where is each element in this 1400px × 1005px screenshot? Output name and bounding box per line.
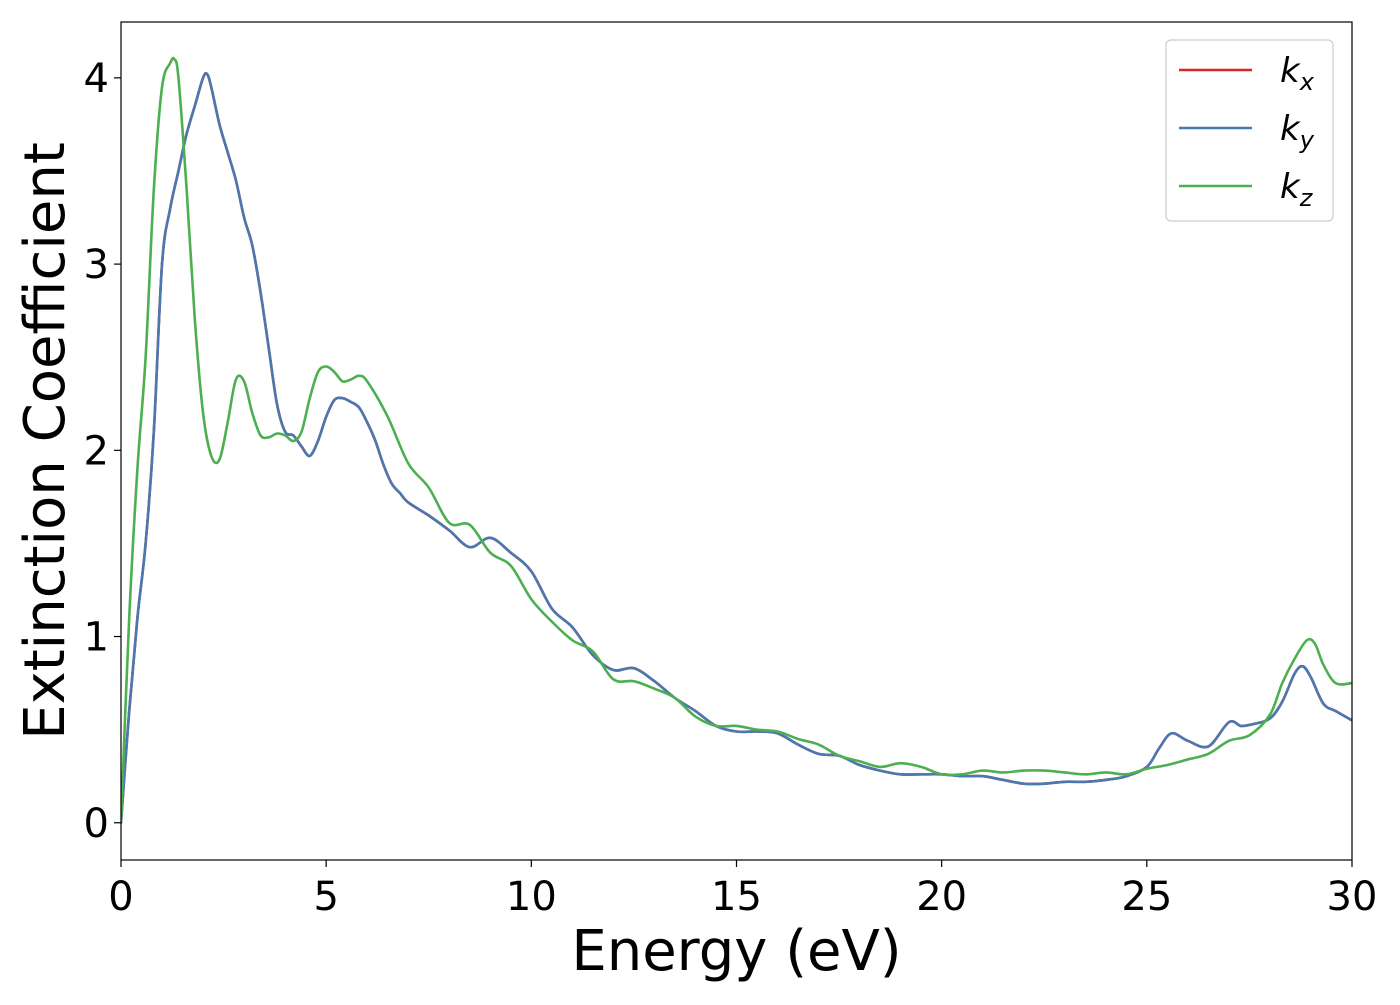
legend: kx ky kz xyxy=(1165,39,1334,222)
x-tick-label: 30 xyxy=(1327,874,1378,920)
series-line-kz xyxy=(121,56,1352,825)
x-tick-label: 25 xyxy=(1121,874,1172,920)
series-layer xyxy=(121,56,1352,825)
y-tick-label: 1 xyxy=(84,615,109,661)
x-tick-label: 10 xyxy=(506,874,557,920)
legend-label-kz: kz xyxy=(1280,167,1314,212)
x-tick-label: 20 xyxy=(916,874,967,920)
y-axis: 0 1 2 3 4 xyxy=(84,56,121,847)
y-axis-label: Extinction Coefficient xyxy=(13,142,78,740)
series-line-ky xyxy=(121,71,1352,825)
y-tick-label: 0 xyxy=(84,801,109,847)
x-tick-label: 5 xyxy=(313,874,338,920)
legend-label-ky: ky xyxy=(1280,109,1315,154)
y-tick-label: 3 xyxy=(84,242,109,288)
y-tick-label: 4 xyxy=(84,56,109,102)
x-tick-label: 15 xyxy=(711,874,762,920)
x-axis: 0 5 10 15 20 25 30 xyxy=(108,860,1377,920)
y-tick-label: 2 xyxy=(84,428,109,474)
x-tick-label: 0 xyxy=(108,874,133,920)
legend-box xyxy=(1165,39,1334,222)
x-axis-label: Energy (eV) xyxy=(571,919,901,984)
legend-label-kx: kx xyxy=(1280,51,1315,96)
